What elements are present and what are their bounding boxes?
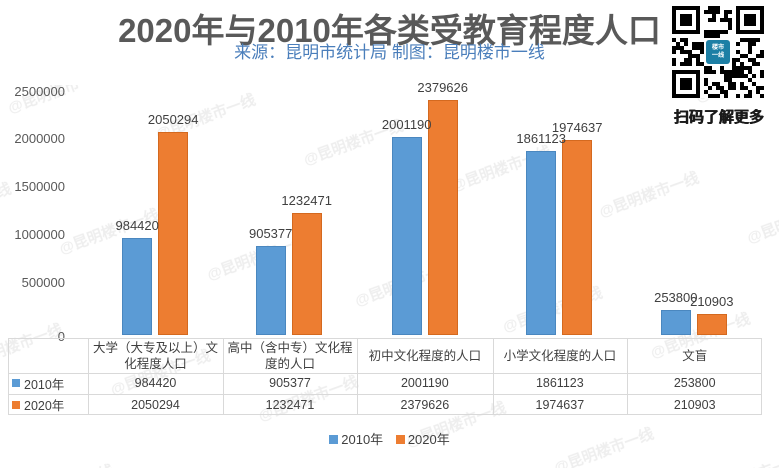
svg-text:一线: 一线 (712, 51, 725, 59)
svg-text:楼市: 楼市 (712, 43, 725, 51)
